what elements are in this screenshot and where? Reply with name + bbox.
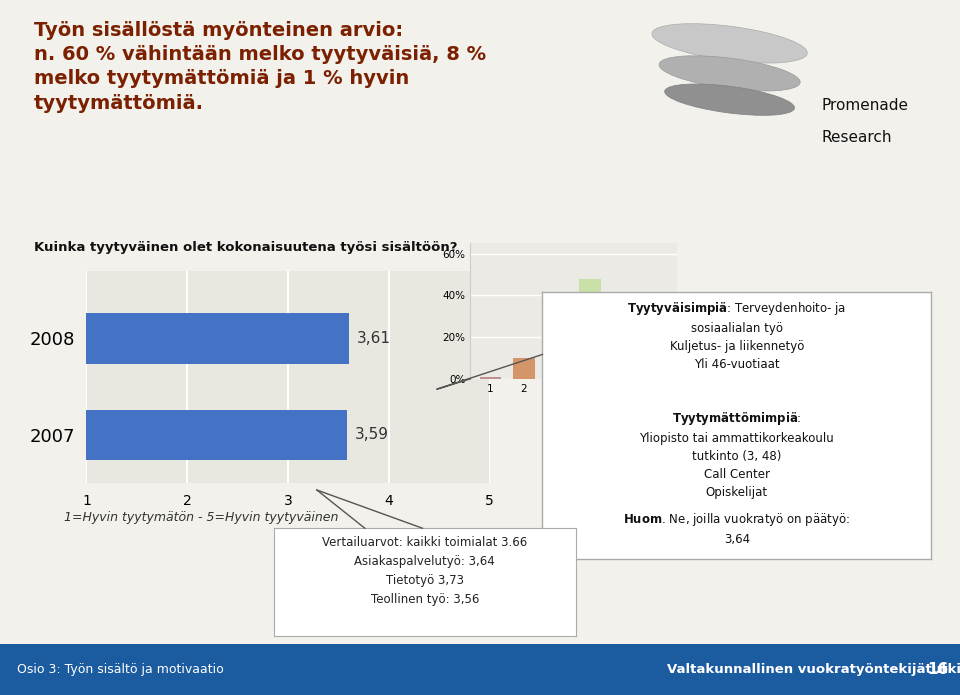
Text: 16: 16 xyxy=(927,662,948,677)
Text: 3,59: 3,59 xyxy=(354,427,389,442)
Text: Osio 3: Työn sisältö ja motivaatio: Osio 3: Työn sisältö ja motivaatio xyxy=(17,663,224,676)
Text: Työn sisällöstä myönteinen arvio:
n. 60 % vähintään melko tyytyväisiä, 8 %
melko: Työn sisällöstä myönteinen arvio: n. 60 … xyxy=(34,21,486,113)
Bar xyxy=(513,358,535,379)
Text: $\bf{Huom}$. Ne, joilla vuokratyö on päätyö:
3,64: $\bf{Huom}$. Ne, joilla vuokratyö on pää… xyxy=(623,512,851,546)
Text: Research: Research xyxy=(822,130,892,145)
Ellipse shape xyxy=(664,84,795,115)
Bar xyxy=(612,345,635,379)
Text: Kuinka tyytyväinen olet kokonaisuutena työsi sisältöön?: Kuinka tyytyväinen olet kokonaisuutena t… xyxy=(34,240,457,254)
Text: Promenade: Promenade xyxy=(822,98,909,113)
Ellipse shape xyxy=(652,24,807,63)
Bar xyxy=(480,377,501,379)
Text: Vertailuarvot: kaikki toimialat 3.66
Asiakaspalvelutyö: 3,64
Tietotyö 3,73
Teoll: Vertailuarvot: kaikki toimialat 3.66 Asi… xyxy=(323,536,527,606)
Bar xyxy=(86,410,348,460)
Text: $\bf{Tyytyväisimpiä}$: Terveydenhoito- ja
sosiaalialan työ
Kuljetus- ja liikenne: $\bf{Tyytyväisimpiä}$: Terveydenhoito- j… xyxy=(627,300,847,371)
Text: $\bf{Tyytymättömimpiä}$:
Yliopisto tai ammattikorkeakoulu
tutkinto (3, 48)
Call : $\bf{Tyytymättömimpiä}$: Yliopisto tai a… xyxy=(639,409,834,498)
Bar xyxy=(86,313,349,363)
Bar xyxy=(646,377,667,379)
Bar xyxy=(546,316,567,379)
Bar xyxy=(580,279,601,379)
Text: Valtakunnallinen vuokratyöntekijätutkimus 2008: Valtakunnallinen vuokratyöntekijätutkimu… xyxy=(667,663,960,676)
Text: 3,61: 3,61 xyxy=(356,331,391,346)
Text: 1=Hyvin tyytymätön - 5=Hyvin tyytyväinen: 1=Hyvin tyytymätön - 5=Hyvin tyytyväinen xyxy=(64,511,339,524)
Ellipse shape xyxy=(659,56,801,91)
